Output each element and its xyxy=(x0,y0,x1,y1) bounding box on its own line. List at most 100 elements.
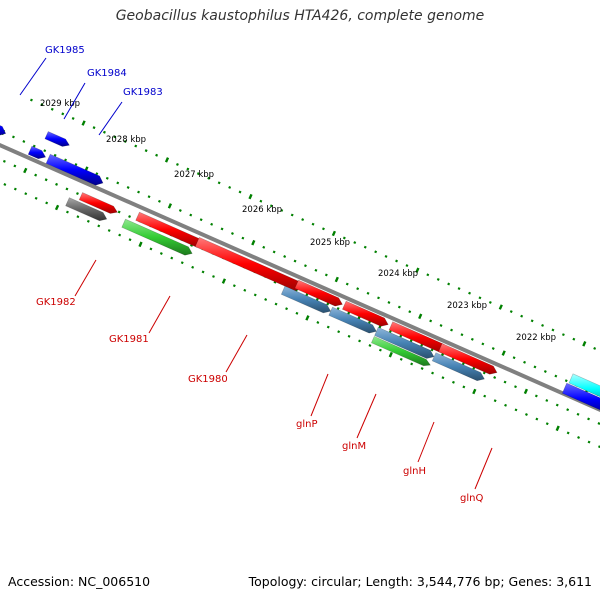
minor-tick xyxy=(461,362,465,366)
gene-leader-glnP xyxy=(310,373,329,417)
minor-tick xyxy=(22,140,26,143)
major-tick xyxy=(248,193,253,200)
minor-tick xyxy=(180,261,184,265)
major-tick xyxy=(498,304,503,310)
gene-arrow-partial-right-top xyxy=(568,373,600,398)
gene-leader-GK1983 xyxy=(98,101,123,136)
minor-tick xyxy=(593,346,597,350)
genome-summary-text: Topology: circular; Length: 3,544,776 bp… xyxy=(248,574,592,589)
minor-tick xyxy=(399,334,403,338)
minor-tick xyxy=(264,298,268,301)
minor-tick xyxy=(347,334,351,338)
minor-tick xyxy=(157,199,161,203)
minor-tick xyxy=(86,219,90,223)
minor-tick xyxy=(564,379,568,383)
minor-tick xyxy=(29,98,33,102)
gene-arrow-glnH-steel xyxy=(374,326,435,359)
minor-tick xyxy=(587,417,591,421)
minor-tick xyxy=(285,307,289,311)
minor-tick xyxy=(534,394,538,398)
minor-tick xyxy=(439,324,443,327)
minor-tick xyxy=(118,233,122,237)
minor-tick xyxy=(189,213,193,217)
minor-tick xyxy=(493,399,497,403)
minor-tick xyxy=(336,307,340,311)
minor-tick xyxy=(555,403,559,407)
minor-tick xyxy=(238,190,242,194)
minor-tick xyxy=(430,348,434,352)
minor-tick xyxy=(178,209,182,212)
minor-tick xyxy=(116,181,120,185)
gene-arrow-red-c xyxy=(342,300,389,327)
minor-tick xyxy=(191,265,195,269)
major-tick xyxy=(418,313,423,320)
minor-tick xyxy=(597,422,600,425)
minor-tick xyxy=(74,163,78,166)
minor-tick xyxy=(92,126,96,130)
minor-tick xyxy=(408,310,412,314)
minor-tick xyxy=(137,190,141,194)
minor-tick xyxy=(451,380,455,384)
major-tick xyxy=(501,350,506,356)
gene-arrow-GK1985 xyxy=(44,131,70,147)
minor-tick xyxy=(576,412,580,416)
gene-leader-glnM xyxy=(356,393,377,439)
minor-tick xyxy=(545,422,549,426)
minor-tick xyxy=(210,222,214,226)
minor-tick xyxy=(170,256,174,260)
minor-tick xyxy=(472,366,476,370)
gene-arrow-partial-right xyxy=(561,382,600,411)
minor-tick xyxy=(228,185,232,189)
minor-tick xyxy=(128,215,132,219)
minor-tick xyxy=(315,297,319,301)
minor-tick xyxy=(243,288,247,292)
scale-label: 2024 kbp xyxy=(378,269,418,279)
minor-tick xyxy=(97,224,101,228)
minor-tick xyxy=(460,333,464,337)
minor-tick xyxy=(64,158,68,162)
minor-tick xyxy=(149,247,153,251)
minor-tick xyxy=(429,319,433,323)
minor-tick xyxy=(470,337,474,341)
minor-tick xyxy=(378,325,382,329)
minor-tick xyxy=(483,394,487,398)
minor-tick xyxy=(43,149,47,153)
gene-label-GK1983: GK1983 xyxy=(123,87,163,98)
minor-tick xyxy=(65,187,69,191)
gene-arrow-GK1984 xyxy=(27,145,47,160)
major-tick xyxy=(472,388,477,395)
minor-tick xyxy=(175,162,179,166)
minor-tick xyxy=(113,135,117,139)
minor-tick xyxy=(462,385,466,389)
minor-tick xyxy=(347,311,351,315)
minor-tick xyxy=(451,357,455,361)
gene-leader-glnH xyxy=(417,421,435,463)
minor-tick xyxy=(2,159,6,163)
minor-tick xyxy=(384,254,388,258)
minor-tick xyxy=(399,357,403,361)
major-tick xyxy=(555,425,560,432)
minor-tick xyxy=(566,431,570,435)
minor-tick xyxy=(311,222,315,226)
minor-tick xyxy=(342,236,346,240)
minor-tick xyxy=(450,328,454,332)
minor-tick xyxy=(201,270,205,274)
minor-tick xyxy=(155,153,159,157)
minor-tick xyxy=(147,195,151,199)
major-tick xyxy=(331,230,336,237)
minor-tick xyxy=(283,255,287,258)
minor-tick xyxy=(241,236,245,240)
gene-arrow-red-small xyxy=(78,192,118,214)
minor-tick xyxy=(337,330,341,334)
gene-label-glnM: glnM xyxy=(342,441,366,452)
minor-tick xyxy=(269,204,273,208)
gene-leader-glnQ xyxy=(474,447,493,490)
minor-tick xyxy=(520,314,524,318)
major-tick xyxy=(54,204,60,211)
minor-tick xyxy=(71,116,75,120)
minor-tick xyxy=(363,245,367,249)
minor-tick xyxy=(314,268,318,272)
gene-arrow-glnM xyxy=(328,306,377,334)
minor-tick xyxy=(493,376,497,379)
